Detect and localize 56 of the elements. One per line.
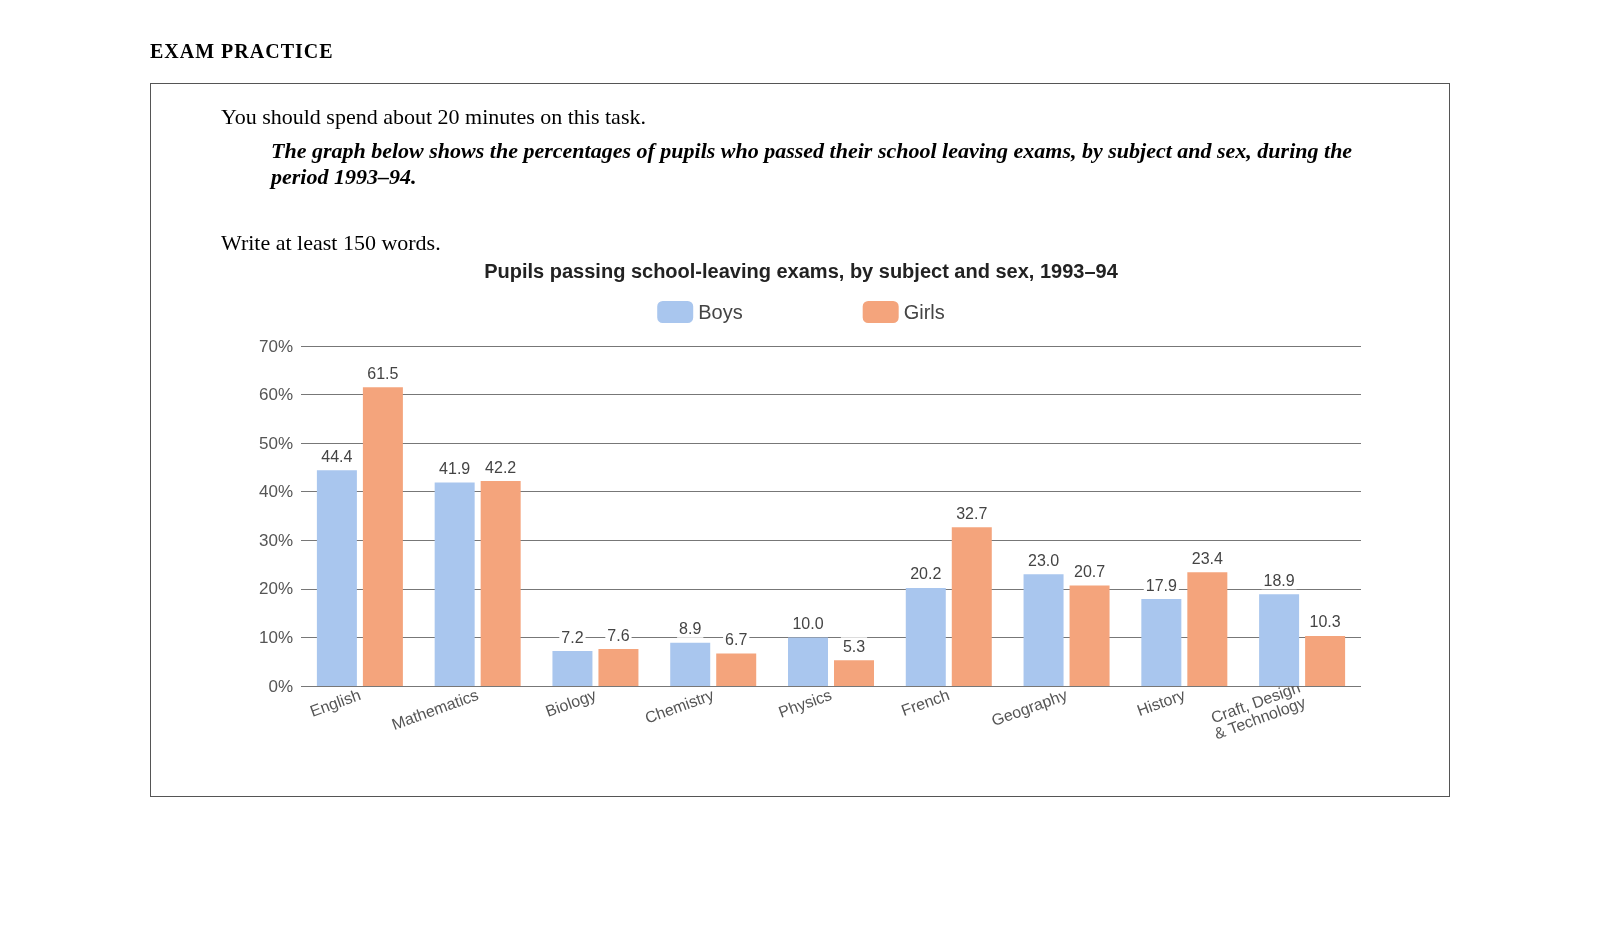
y-tick-label: 60% <box>258 385 293 405</box>
text: Write at least 150 words. <box>221 230 442 256</box>
bar <box>1305 635 1346 686</box>
x-tick-label: Biology <box>543 686 599 720</box>
data-label: 10.3 <box>1309 613 1341 631</box>
data-label: 42.2 <box>485 458 517 476</box>
bar <box>951 527 992 686</box>
bar <box>1187 572 1228 686</box>
legend-label: Boys <box>698 301 743 323</box>
text: The graph below shows the percentages of pupils who passed their school leaving exams, by subject and sex, during the period 1993–94. <box>271 138 1354 190</box>
x-tick-label: English <box>307 686 363 720</box>
bar <box>316 470 357 686</box>
data-label: 44.4 <box>321 447 353 465</box>
data-label: 5.3 <box>842 637 866 655</box>
x-tick-label: History <box>1134 686 1188 720</box>
y-tick-label: 40% <box>258 482 293 502</box>
bar <box>716 653 757 686</box>
data-label: 41.9 <box>439 459 471 477</box>
data-label: 20.7 <box>1073 562 1106 580</box>
data-label: 8.9 <box>679 620 702 638</box>
data-label: 18.9 <box>1263 571 1295 589</box>
bar <box>1259 594 1300 686</box>
bar <box>788 637 828 686</box>
data-label: 10.0 <box>792 614 824 632</box>
bar <box>670 642 711 686</box>
bar <box>905 587 946 686</box>
chart-title: Pupils passing school-leaving exams, by subject and sex, 1993–94 <box>484 260 1119 282</box>
data-label: 61.5 <box>367 364 399 382</box>
bar <box>362 387 403 686</box>
bar <box>1141 599 1182 686</box>
bar <box>552 651 593 686</box>
y-tick-label: 50% <box>258 433 293 453</box>
bar <box>434 482 475 686</box>
x-tick-label: French <box>899 686 952 720</box>
bar <box>480 481 521 686</box>
text: You should spend about 20 minutes on this task. <box>221 104 647 130</box>
y-tick-label: 0% <box>268 676 293 696</box>
y-tick-label: 70% <box>258 336 293 356</box>
text: EXAM PRACTICE <box>150 40 335 63</box>
y-tick-label: 20% <box>258 579 293 599</box>
data-label: 6.7 <box>725 630 748 648</box>
bar <box>1069 585 1110 686</box>
bar <box>1023 574 1064 686</box>
y-tick-label: 10% <box>258 627 293 647</box>
bar <box>598 649 639 686</box>
data-label: 7.2 <box>561 628 584 646</box>
x-tick-label: Physics <box>776 686 834 721</box>
data-label: 32.7 <box>956 504 988 522</box>
data-label: 20.2 <box>910 565 942 583</box>
bar <box>834 660 874 686</box>
data-label: 17.9 <box>1145 576 1178 594</box>
data-label: 23.4 <box>1191 549 1224 567</box>
legend-label: Girls <box>903 301 945 323</box>
data-label: 23.0 <box>1027 551 1060 569</box>
data-label: 7.6 <box>607 626 630 644</box>
y-tick-label: 30% <box>258 530 293 550</box>
